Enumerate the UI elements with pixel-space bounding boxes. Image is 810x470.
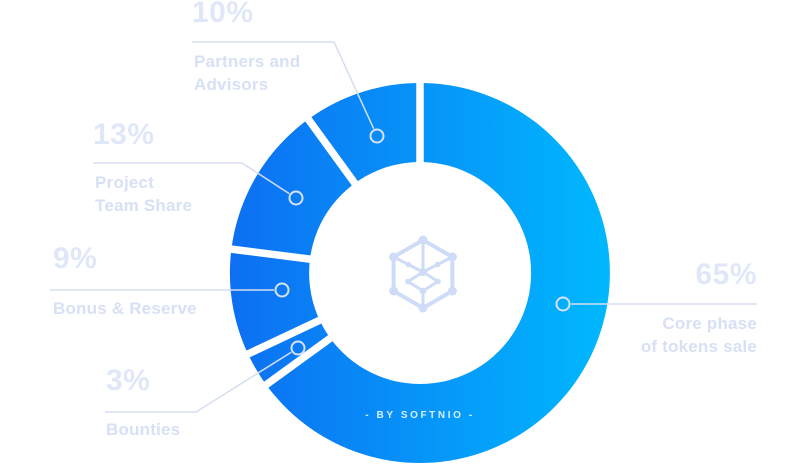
cube-network-icon — [389, 235, 457, 313]
callout-partners-and-advisors-label: Partners and Advisors — [194, 50, 300, 96]
callout-bonus-reserve-pct: 9% — [53, 242, 98, 275]
callout-label-line: of tokens sale — [640, 337, 757, 356]
donut-ring — [229, 83, 610, 463]
segment-separator — [225, 244, 322, 265]
callout-label-line: Core phase — [662, 314, 757, 333]
callout-bonus-reserve-label: Bonus & Reserve — [53, 297, 197, 320]
callout-label-line: Team Share — [95, 196, 193, 215]
segment-separators — [225, 77, 424, 392]
callout-label-line: Project — [95, 173, 155, 192]
callout-marker-project-team-share — [288, 190, 304, 206]
callout-bounties-label: Bounties — [106, 418, 180, 441]
callout-marker-bonus-reserve — [274, 282, 290, 298]
callout-lines — [50, 41, 757, 413]
callout-label-line: Partners and — [194, 52, 301, 71]
callout-partners-and-advisors-pct: 10% — [192, 0, 254, 29]
segment-separator — [301, 112, 365, 195]
callout-markers — [274, 128, 571, 356]
callout-project-team-share-label: Project Team Share — [95, 171, 192, 217]
segment-separator — [241, 312, 332, 360]
callout-marker-core-phase — [555, 296, 571, 312]
callout-bounties-pct: 3% — [106, 364, 151, 397]
segment-separator — [259, 328, 342, 392]
callout-line-project-team-share — [93, 162, 290, 195]
callout-core-phase-label: Core phase of tokens sale — [641, 312, 757, 358]
callout-core-phase-pct: 65% — [695, 258, 757, 291]
callout-label-line: Bonus & Reserve — [53, 299, 197, 318]
callout-line-partners-and-advisors — [192, 41, 375, 130]
callout-project-team-share-pct: 13% — [93, 118, 155, 151]
callout-label-line: Advisors — [194, 75, 269, 94]
byline: - BY SOFTNIO - — [365, 410, 475, 421]
callout-line-bounties — [105, 351, 292, 413]
callout-marker-partners-and-advisors — [369, 128, 385, 144]
callout-label-line: Bounties — [106, 420, 181, 439]
callout-marker-bounties — [290, 340, 306, 356]
